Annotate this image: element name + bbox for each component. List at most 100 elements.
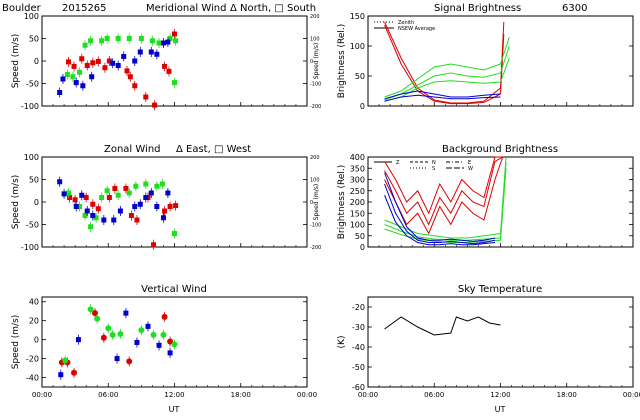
data-point xyxy=(132,204,138,209)
data-point xyxy=(77,204,83,209)
data-point xyxy=(94,315,101,322)
data-point xyxy=(111,217,117,223)
ytick-label: -20 xyxy=(352,303,365,312)
xtick-label: 18:00 xyxy=(557,391,577,399)
data-point xyxy=(166,68,172,74)
ytick-label: 100 xyxy=(350,221,365,230)
data-point xyxy=(134,339,140,345)
data-point xyxy=(165,39,171,45)
date-label: 2015265 xyxy=(62,3,107,14)
chart-title-background: Background Brightness xyxy=(442,144,558,155)
series-line-0 xyxy=(384,21,505,104)
ytick-label: -40 xyxy=(352,343,365,352)
ytick-label: 0 xyxy=(34,336,39,345)
data-point xyxy=(124,68,130,74)
data-point xyxy=(156,40,162,46)
data-point xyxy=(75,337,81,343)
data-point xyxy=(112,186,118,191)
ylabel-signal: Brightness (Rel.) xyxy=(337,24,347,99)
series-line-1 xyxy=(384,24,505,105)
xlabel-vertical: UT xyxy=(169,405,180,414)
data-point xyxy=(84,208,90,214)
chart-title-skytemp: Sky Temperature xyxy=(458,284,542,295)
data-point xyxy=(58,372,64,378)
series-zonal xyxy=(57,176,179,250)
ytick-label: 150 xyxy=(350,12,365,21)
ytick-label: -100 xyxy=(21,243,39,252)
data-point xyxy=(154,204,160,209)
ytick-label: -50 xyxy=(352,363,365,372)
xtick-label: 06:00 xyxy=(98,391,118,399)
series-line-7 xyxy=(384,183,496,245)
data-point xyxy=(127,74,133,80)
data-point xyxy=(160,331,167,338)
data-point xyxy=(126,190,132,196)
y2tick-label: 0 xyxy=(310,59,313,65)
legend-label-nsew: NSEW Average xyxy=(398,26,435,32)
data-point xyxy=(95,206,101,212)
xtick-label: 06:00 xyxy=(424,391,444,399)
ytick-label: -50 xyxy=(26,80,39,89)
data-point xyxy=(79,56,85,62)
data-point xyxy=(99,195,105,200)
data-point xyxy=(106,195,112,200)
data-point xyxy=(167,204,173,209)
legend-label-n: N xyxy=(432,160,436,166)
xtick-label: 18:00 xyxy=(231,391,251,399)
xtick-label: 00:00 xyxy=(32,391,52,399)
y2tick-label: 0 xyxy=(310,200,313,206)
ytick-label: 50 xyxy=(355,232,365,241)
yaxis-signal: 0 50 100 150 xyxy=(350,12,634,111)
legend-label-z: Z xyxy=(396,160,400,166)
series-line-2 xyxy=(384,156,504,235)
xtick-label: 12:00 xyxy=(490,391,510,399)
data-point xyxy=(67,195,73,200)
data-point xyxy=(117,330,124,337)
data-point xyxy=(102,65,108,71)
ylabel-skytemp: (K) xyxy=(337,336,347,349)
data-point xyxy=(145,323,151,329)
ytick-label: 50 xyxy=(355,72,365,81)
series-line-3 xyxy=(384,156,507,239)
data-point xyxy=(160,215,166,221)
series-line-8 xyxy=(384,195,496,246)
y2label-zonal: Speed (m/s) xyxy=(313,184,320,220)
data-point xyxy=(109,331,116,338)
legend-label-w: W xyxy=(468,166,473,172)
series-meridional xyxy=(57,29,179,111)
ytick-label: -20 xyxy=(26,355,39,364)
data-point xyxy=(132,83,138,89)
data-point xyxy=(90,60,96,66)
data-point xyxy=(137,49,143,55)
ytick-label: 0 xyxy=(360,102,365,111)
data-point xyxy=(66,190,71,196)
ytick-label: 20 xyxy=(29,317,39,326)
data-point xyxy=(104,188,110,194)
series-line-4 xyxy=(384,57,510,102)
data-point xyxy=(105,325,112,332)
data-point xyxy=(83,195,89,200)
chart-title-vertical: Vertical Wind xyxy=(141,284,207,295)
data-point xyxy=(93,215,99,221)
data-point xyxy=(61,191,67,197)
series-skytemp xyxy=(384,316,501,336)
ytick-label: 0 xyxy=(34,198,39,207)
data-point xyxy=(126,36,132,41)
y2label-meridional: Speed (m/s) xyxy=(313,43,320,79)
y2tick-label: -200 xyxy=(310,245,321,251)
data-point xyxy=(172,80,177,86)
data-point xyxy=(64,72,70,77)
series-line-0 xyxy=(384,156,503,215)
panel-background: Background Brightness Brightness (Rel.) … xyxy=(337,144,634,252)
xlabel-skytemp: UT xyxy=(495,405,506,414)
data-point xyxy=(84,63,90,68)
data-point xyxy=(167,338,174,345)
data-point xyxy=(154,183,160,189)
data-point xyxy=(79,192,85,198)
yaxis-vertical: -40 -20 0 20 40 00:00 06:00 12:00 18:00 00:00 xyxy=(26,298,317,399)
series-line-3 xyxy=(384,45,510,101)
data-point xyxy=(106,58,112,64)
data-point xyxy=(110,60,116,66)
chart-title-zonal: Zonal Wind xyxy=(104,144,161,155)
